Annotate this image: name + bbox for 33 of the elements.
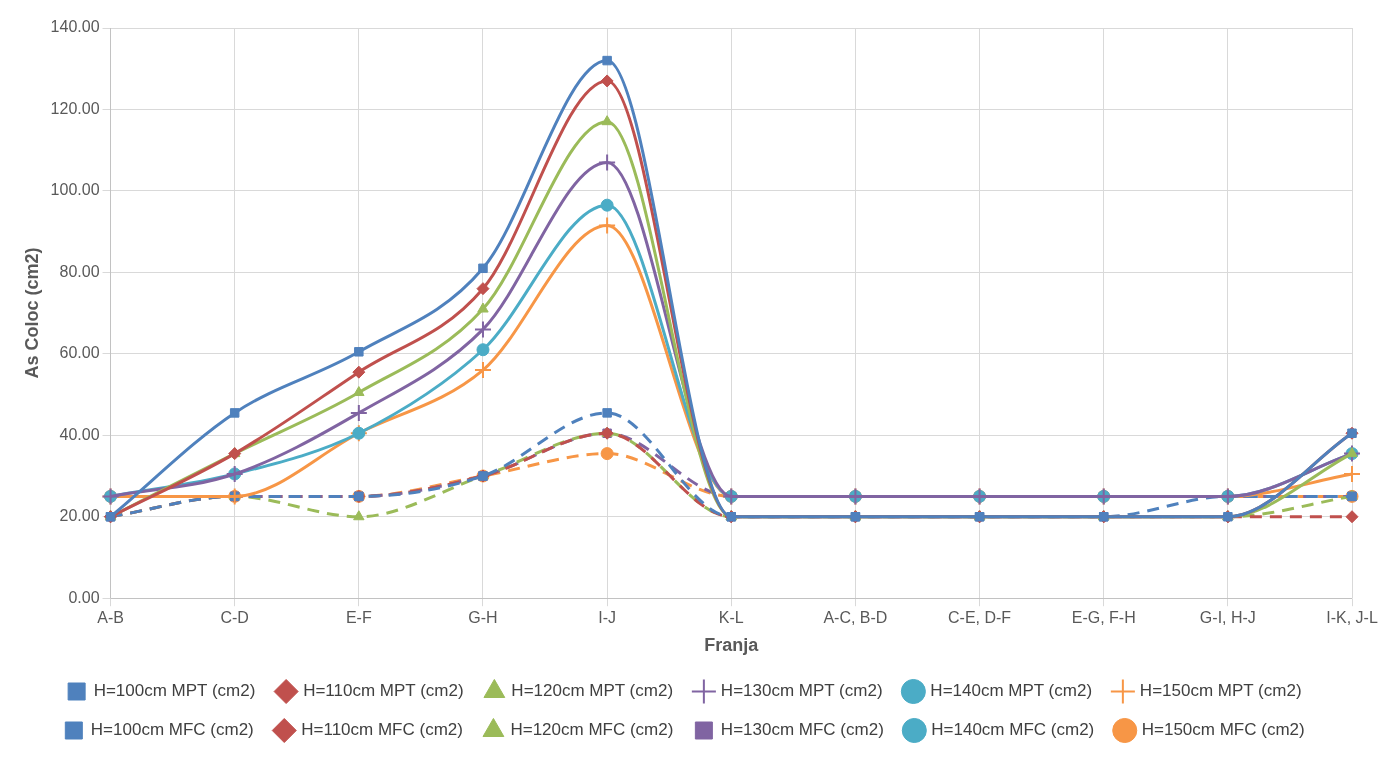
y-tick-label: 60.00 xyxy=(59,344,100,362)
legend-label: H=120cm MPT (cm2) xyxy=(511,681,674,701)
x-tick-label: G-H xyxy=(468,609,498,627)
legend-label: H=110cm MPT (cm2) xyxy=(303,681,464,701)
y-tick-label: 20.00 xyxy=(59,507,100,525)
x-tick-label: C-D xyxy=(220,609,249,627)
legend-label: H=140cm MPT (cm2) xyxy=(930,681,1093,701)
y-tick-label: 140.00 xyxy=(50,18,100,36)
x-tick-label: A-C, B-D xyxy=(823,609,888,627)
y-tick-label: 0.00 xyxy=(68,588,100,606)
x-tick-label: A-B xyxy=(97,609,124,627)
x-tick-label: E-G, F-H xyxy=(1071,609,1136,627)
y-tick-label: 100.00 xyxy=(50,181,100,199)
legend-label: H=130cm MFC (cm2) xyxy=(720,720,884,740)
x-tick-label: I-K, J-L xyxy=(1326,609,1378,627)
x-tick-label: E-F xyxy=(345,609,372,627)
legend-label: H=150cm MPT (cm2) xyxy=(1139,681,1302,701)
y-tick-label: 40.00 xyxy=(59,425,100,443)
legend-label: H=100cm MFC (cm2) xyxy=(90,720,254,740)
x-tick-label: K-L xyxy=(718,609,744,627)
x-tick-label: G-I, H-J xyxy=(1199,609,1256,627)
legend-label: H=110cm MFC (cm2) xyxy=(301,720,463,740)
legend-label: H=100cm MPT (cm2) xyxy=(93,681,256,701)
legend-label: H=150cm MFC (cm2) xyxy=(1141,720,1305,740)
legend-label: H=130cm MPT (cm2) xyxy=(720,681,883,701)
x-tick-label: C-E, D-F xyxy=(948,609,1012,627)
y-tick-label: 80.00 xyxy=(59,262,100,280)
x-axis-title: Franja xyxy=(704,635,760,656)
x-tick-label: I-J xyxy=(598,609,617,627)
y-tick-label: 120.00 xyxy=(50,99,100,117)
y-axis-title: As Coloc (cm2) xyxy=(21,247,42,379)
legend-label: H=140cm MFC (cm2) xyxy=(931,720,1095,740)
legend-label: H=120cm MFC (cm2) xyxy=(510,720,674,740)
